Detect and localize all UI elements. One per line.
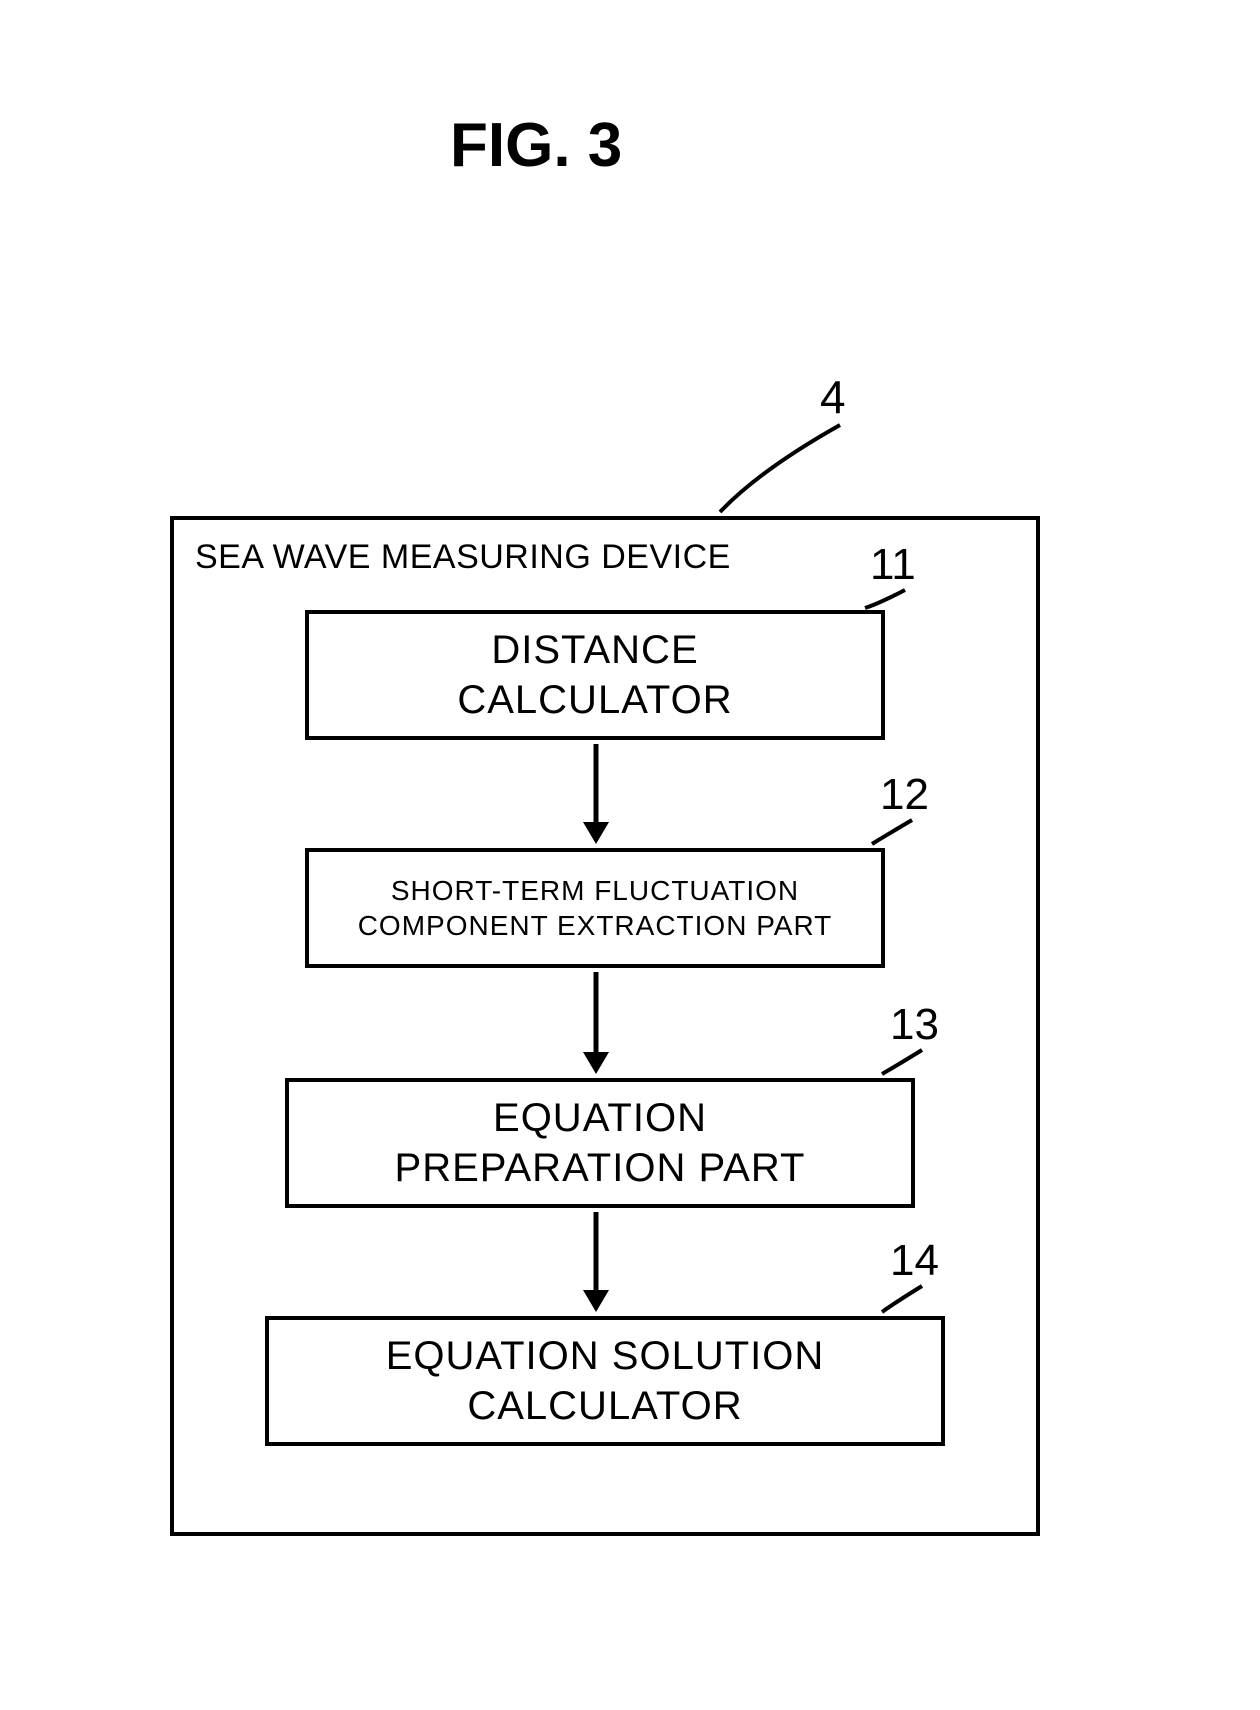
arrow-head-icon — [583, 1290, 609, 1312]
diagram-canvas: FIG. 3 4 SEA WAVE MEASURING DEVICE DISTA… — [0, 0, 1260, 1710]
arrow-13-14 — [0, 0, 1260, 1710]
